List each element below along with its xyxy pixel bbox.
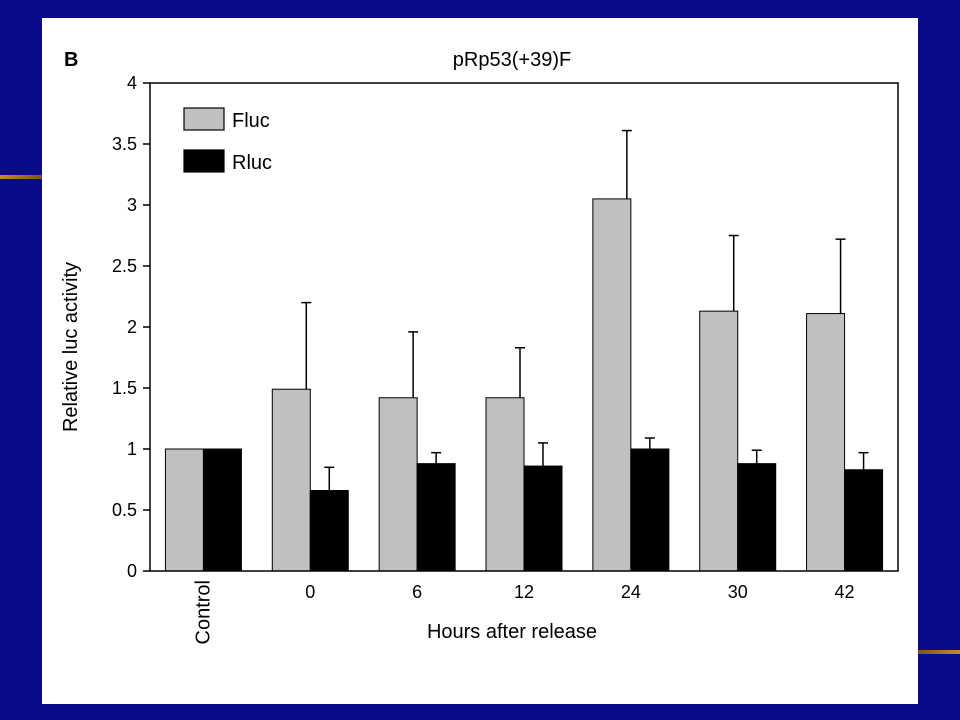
y-tick-label: 0 bbox=[127, 561, 137, 581]
rluc-bar bbox=[309, 489, 349, 572]
fluc-bar bbox=[378, 397, 418, 572]
rluc-bar bbox=[202, 448, 242, 572]
right-accent-line bbox=[918, 650, 960, 654]
fluc-bar bbox=[271, 388, 311, 572]
chart-title: pRp53(+39)F bbox=[453, 49, 571, 71]
x-tick-label: 12 bbox=[514, 582, 534, 602]
x-axis-label: Hours after release bbox=[427, 621, 597, 643]
legend-swatch-rluc bbox=[183, 149, 225, 173]
figure-panel: B pRp53(+39)F Relative luc activity Hour… bbox=[42, 18, 918, 704]
y-tick-label: 3 bbox=[127, 195, 137, 215]
y-tick-label: 1 bbox=[127, 439, 137, 459]
y-tick-label: 2 bbox=[127, 317, 137, 337]
fluc-bar bbox=[592, 198, 632, 572]
y-tick-label: 3.5 bbox=[112, 134, 137, 154]
y-tick-label: 0.5 bbox=[112, 500, 137, 520]
rluc-bar bbox=[630, 448, 670, 572]
rluc-bar bbox=[844, 469, 884, 572]
x-tick-label: 6 bbox=[412, 582, 422, 602]
legend-label-fluc: Fluc bbox=[232, 110, 270, 132]
y-axis-label: Relative luc activity bbox=[60, 262, 82, 432]
x-tick-label: 42 bbox=[835, 582, 855, 602]
fluc-bar bbox=[485, 397, 525, 572]
panel-letter: B bbox=[64, 49, 78, 71]
axes-layer: 0 0.5 1 1.5 2 2.5 3 3.5 4 Control 0 6 12 24 30 42 bbox=[112, 73, 899, 644]
fluc-bar bbox=[699, 310, 739, 572]
rluc-bar bbox=[523, 465, 563, 572]
left-accent-line bbox=[0, 175, 42, 179]
fluc-bar bbox=[806, 313, 846, 572]
y-tick-label: 2.5 bbox=[112, 256, 137, 276]
bar-chart: B pRp53(+39)F Relative luc activity Hour… bbox=[60, 49, 899, 644]
legend-label-rluc: Rluc bbox=[232, 152, 272, 174]
bars-layer bbox=[164, 129, 884, 572]
legend: Fluc Rluc bbox=[183, 107, 272, 174]
x-tick-label: 30 bbox=[728, 582, 748, 602]
rluc-bar bbox=[737, 463, 777, 572]
y-tick-label: 4 bbox=[127, 73, 137, 93]
y-tick-label: 1.5 bbox=[112, 378, 137, 398]
rluc-bar bbox=[416, 463, 456, 572]
x-tick-label: 0 bbox=[305, 582, 315, 602]
fluc-bar bbox=[164, 448, 204, 572]
legend-swatch-fluc bbox=[183, 107, 225, 131]
x-tick-label: 24 bbox=[621, 582, 641, 602]
x-tick-label: Control bbox=[192, 580, 214, 644]
